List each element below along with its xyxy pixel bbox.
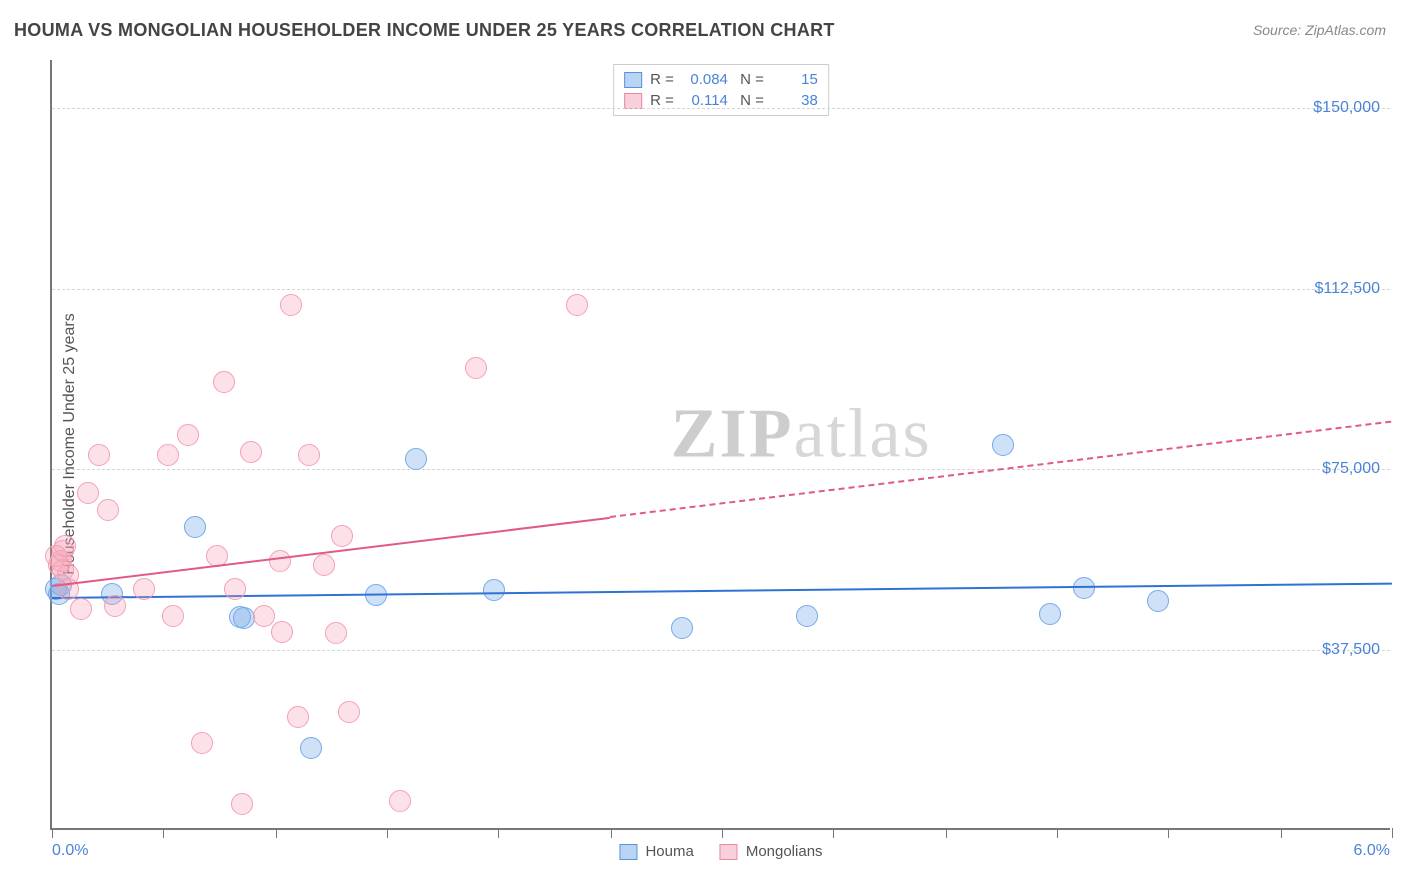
data-point (566, 294, 588, 316)
stat-value: 38 (772, 92, 818, 109)
stat-label: R = (650, 92, 674, 109)
data-point (465, 357, 487, 379)
data-point (97, 499, 119, 521)
data-point (325, 622, 347, 644)
x-tick (1057, 828, 1058, 838)
legend-item: Houma (619, 843, 693, 860)
data-point (177, 424, 199, 446)
data-point (338, 701, 360, 723)
watermark-atlas: atlas (793, 395, 931, 472)
gridline (52, 289, 1390, 290)
data-point (253, 605, 275, 627)
legend-item: Mongolians (720, 843, 823, 860)
x-tick (498, 828, 499, 838)
data-point (280, 294, 302, 316)
legend-label: Mongolians (746, 843, 823, 860)
data-point (300, 737, 322, 759)
trend-line (52, 516, 611, 586)
y-tick-label: $75,000 (1322, 460, 1380, 478)
data-point (992, 434, 1014, 456)
swatch-blue (624, 72, 642, 88)
plot-area: Householder Income Under 25 years ZIPatl… (50, 60, 1390, 830)
data-point (1073, 577, 1095, 599)
x-tick (276, 828, 277, 838)
data-point (213, 371, 235, 393)
watermark: ZIPatlas (671, 394, 932, 474)
x-tick (833, 828, 834, 838)
data-point (1147, 590, 1169, 612)
data-point (271, 621, 293, 643)
x-tick (387, 828, 388, 838)
data-point (133, 578, 155, 600)
y-tick-label: $150,000 (1313, 99, 1380, 117)
stat-label: N = (736, 71, 764, 88)
bottom-legend: Houma Mongolians (619, 843, 822, 860)
data-point (269, 550, 291, 572)
data-point (389, 790, 411, 812)
data-point (191, 732, 213, 754)
swatch-pink (720, 844, 738, 860)
stats-row: R = 0.084 N = 15 (624, 69, 818, 90)
x-tick (52, 828, 53, 838)
x-min-label: 0.0% (52, 842, 88, 860)
stat-label: N = (736, 92, 764, 109)
data-point (298, 444, 320, 466)
y-tick-label: $112,500 (1314, 280, 1380, 298)
data-point (313, 554, 335, 576)
x-tick (946, 828, 947, 838)
x-tick (722, 828, 723, 838)
stat-value: 0.114 (682, 92, 728, 109)
data-point (162, 605, 184, 627)
gridline (52, 650, 1390, 651)
watermark-zip: ZIP (671, 395, 794, 472)
x-tick (1168, 828, 1169, 838)
data-point (1039, 603, 1061, 625)
data-point (88, 444, 110, 466)
x-tick (1392, 828, 1393, 838)
data-point (184, 516, 206, 538)
data-point (671, 617, 693, 639)
x-tick (611, 828, 612, 838)
gridline (52, 469, 1390, 470)
swatch-pink (624, 93, 642, 109)
legend-label: Houma (645, 843, 693, 860)
data-point (240, 441, 262, 463)
chart-title: HOUMA VS MONGOLIAN HOUSEHOLDER INCOME UN… (14, 20, 835, 41)
swatch-blue (619, 844, 637, 860)
data-point (483, 579, 505, 601)
stat-label: R = (650, 71, 674, 88)
data-point (224, 578, 246, 600)
y-tick-label: $37,500 (1322, 641, 1380, 659)
gridline (52, 108, 1390, 109)
trend-line (52, 582, 1392, 598)
x-tick (1281, 828, 1282, 838)
x-max-label: 6.0% (1354, 842, 1390, 860)
data-point (77, 482, 99, 504)
x-tick (163, 828, 164, 838)
data-point (231, 793, 253, 815)
data-point (70, 598, 92, 620)
source-credit: Source: ZipAtlas.com (1253, 22, 1386, 38)
data-point (233, 607, 255, 629)
data-point (54, 535, 76, 557)
data-point (287, 706, 309, 728)
data-point (104, 595, 126, 617)
data-point (405, 448, 427, 470)
data-point (796, 605, 818, 627)
data-point (157, 444, 179, 466)
stat-value: 0.084 (682, 71, 728, 88)
stat-value: 15 (772, 71, 818, 88)
data-point (331, 525, 353, 547)
